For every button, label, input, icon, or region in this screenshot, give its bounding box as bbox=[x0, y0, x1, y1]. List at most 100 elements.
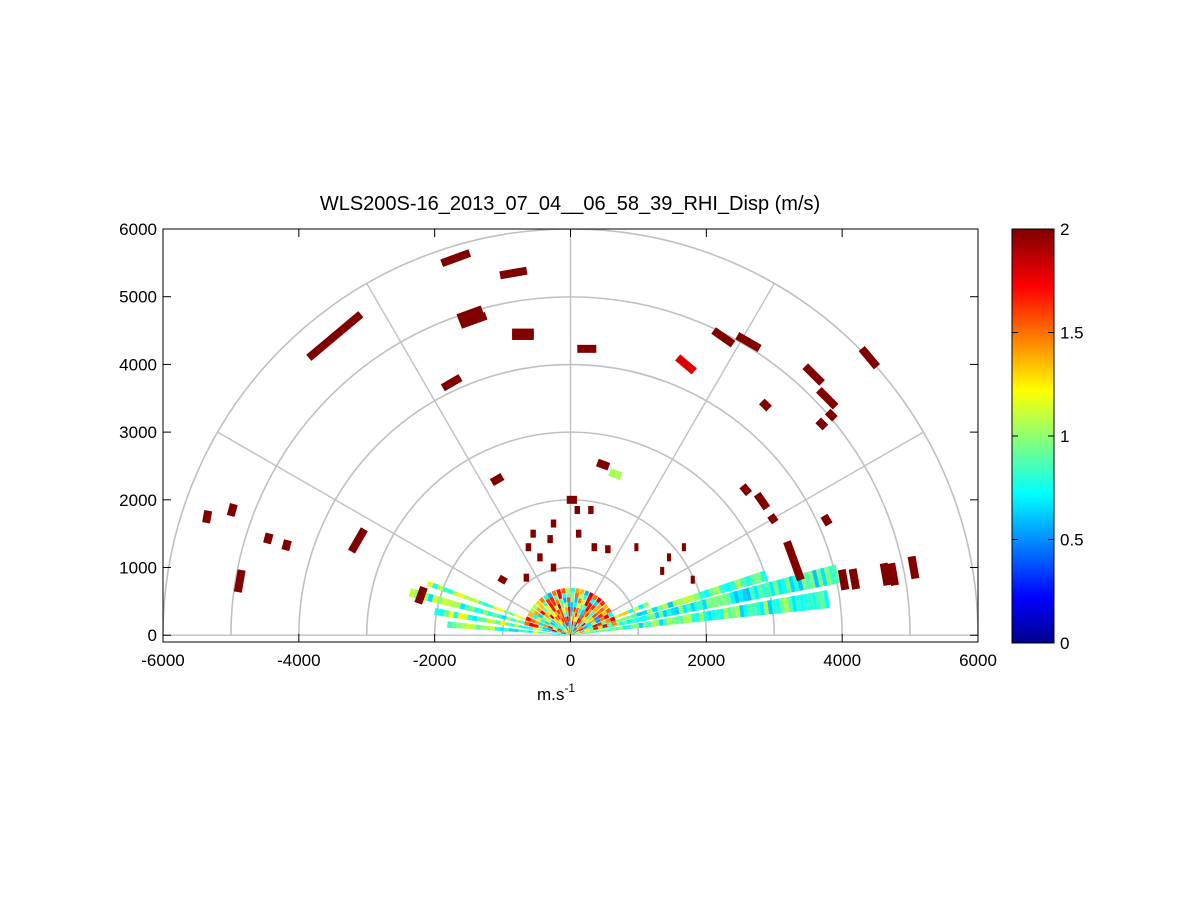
beam-cell bbox=[518, 629, 524, 633]
near-cell bbox=[592, 607, 599, 613]
beam-cell bbox=[473, 606, 480, 614]
near-cell bbox=[611, 620, 617, 626]
near-cell bbox=[533, 610, 540, 616]
near-cell bbox=[570, 631, 575, 636]
beam-cell bbox=[617, 612, 624, 618]
data-segments bbox=[202, 249, 920, 605]
near-cell bbox=[551, 629, 557, 633]
near-cell bbox=[587, 602, 593, 609]
near-cell bbox=[571, 621, 574, 626]
near-cell bbox=[574, 622, 578, 627]
beam-cell bbox=[811, 569, 820, 588]
near-cell bbox=[568, 616, 571, 622]
beam-cell bbox=[447, 588, 454, 595]
data-segment bbox=[440, 374, 463, 392]
near-cell bbox=[569, 625, 571, 631]
beam-cell bbox=[551, 631, 557, 634]
near-cell bbox=[572, 626, 575, 631]
near-cell bbox=[598, 606, 605, 613]
beam-cell bbox=[499, 621, 506, 626]
beam-cell bbox=[427, 593, 434, 603]
near-cell bbox=[540, 618, 546, 624]
near-cell bbox=[563, 628, 568, 633]
beam-cell bbox=[594, 630, 599, 633]
beam-cell bbox=[503, 609, 510, 615]
beam-cell bbox=[523, 629, 528, 633]
near-cell bbox=[557, 603, 562, 610]
near-cell bbox=[561, 630, 567, 634]
beam-cell bbox=[537, 628, 543, 632]
beam-cell bbox=[823, 566, 832, 586]
data-segment bbox=[226, 503, 238, 517]
y-tick-label: 1000 bbox=[119, 559, 157, 578]
beam-cell bbox=[451, 621, 458, 629]
data-segment bbox=[815, 387, 839, 410]
grid-spoke bbox=[217, 431, 571, 636]
beam-cell bbox=[759, 570, 769, 583]
beam-cell bbox=[622, 610, 630, 616]
beam-cell bbox=[658, 610, 664, 618]
beam-cell bbox=[646, 608, 653, 614]
beam-cell bbox=[478, 608, 484, 615]
beam-cell bbox=[510, 617, 516, 622]
beam-cell bbox=[682, 614, 689, 624]
near-cell bbox=[563, 622, 567, 627]
near-cell bbox=[574, 628, 579, 633]
beam-cell bbox=[799, 594, 806, 612]
near-cell bbox=[570, 606, 574, 612]
near-cell bbox=[562, 628, 567, 633]
near-cell bbox=[556, 630, 562, 634]
near-cell bbox=[525, 616, 532, 622]
beam-cell bbox=[693, 601, 700, 611]
beam-cell bbox=[815, 591, 822, 610]
near-cell bbox=[576, 612, 580, 618]
near-cell bbox=[543, 623, 549, 628]
near-cell bbox=[538, 597, 546, 604]
beam-cell bbox=[686, 614, 693, 623]
x-tick-label: -6000 bbox=[141, 651, 184, 670]
near-cell bbox=[606, 622, 613, 628]
colorbar-ticks: 0 0.5 1 1.5 2 bbox=[1012, 220, 1084, 653]
near-cell bbox=[588, 628, 594, 632]
beam-cell bbox=[570, 634, 575, 636]
data-segment bbox=[537, 553, 543, 562]
beam-cell bbox=[737, 589, 744, 603]
beam-cell bbox=[754, 572, 763, 584]
data-segment bbox=[711, 327, 736, 348]
data-segment bbox=[660, 566, 665, 575]
beam-cell bbox=[771, 599, 778, 614]
beam-cell bbox=[481, 617, 487, 623]
near-cell bbox=[583, 627, 589, 631]
near-cell bbox=[583, 617, 589, 623]
beam-cell bbox=[615, 618, 622, 623]
near-cell bbox=[593, 626, 599, 631]
beam-cell bbox=[532, 627, 538, 631]
beam-cell bbox=[747, 603, 753, 617]
near-cell bbox=[584, 600, 590, 607]
beam-cell bbox=[578, 633, 583, 635]
near-cell bbox=[527, 611, 534, 618]
beam-cell bbox=[627, 608, 635, 614]
beam-cell bbox=[448, 610, 455, 618]
beam-cell bbox=[723, 582, 732, 593]
data-segment bbox=[566, 495, 577, 504]
beam-cell bbox=[450, 600, 457, 608]
beam-cell bbox=[546, 630, 552, 633]
near-cell bbox=[575, 607, 580, 613]
near-cell bbox=[597, 625, 603, 630]
beam-cell bbox=[728, 580, 737, 591]
beam-cell bbox=[717, 594, 724, 607]
beam-cell bbox=[654, 611, 660, 619]
grid-spoke bbox=[570, 431, 924, 636]
chart-title: WLS200S-16_2013_07_04__06_58_39_RHI_Disp… bbox=[320, 193, 820, 215]
beam-cell bbox=[622, 625, 628, 630]
x-axis-label-sup: -1 bbox=[564, 681, 575, 695]
near-cell bbox=[560, 602, 565, 609]
near-cell bbox=[582, 605, 587, 611]
beam-cell bbox=[672, 599, 680, 607]
near-cell bbox=[570, 592, 575, 598]
near-cell bbox=[591, 613, 598, 619]
near-cell bbox=[601, 610, 608, 616]
near-cell bbox=[558, 613, 563, 619]
beam-cell bbox=[561, 633, 566, 635]
